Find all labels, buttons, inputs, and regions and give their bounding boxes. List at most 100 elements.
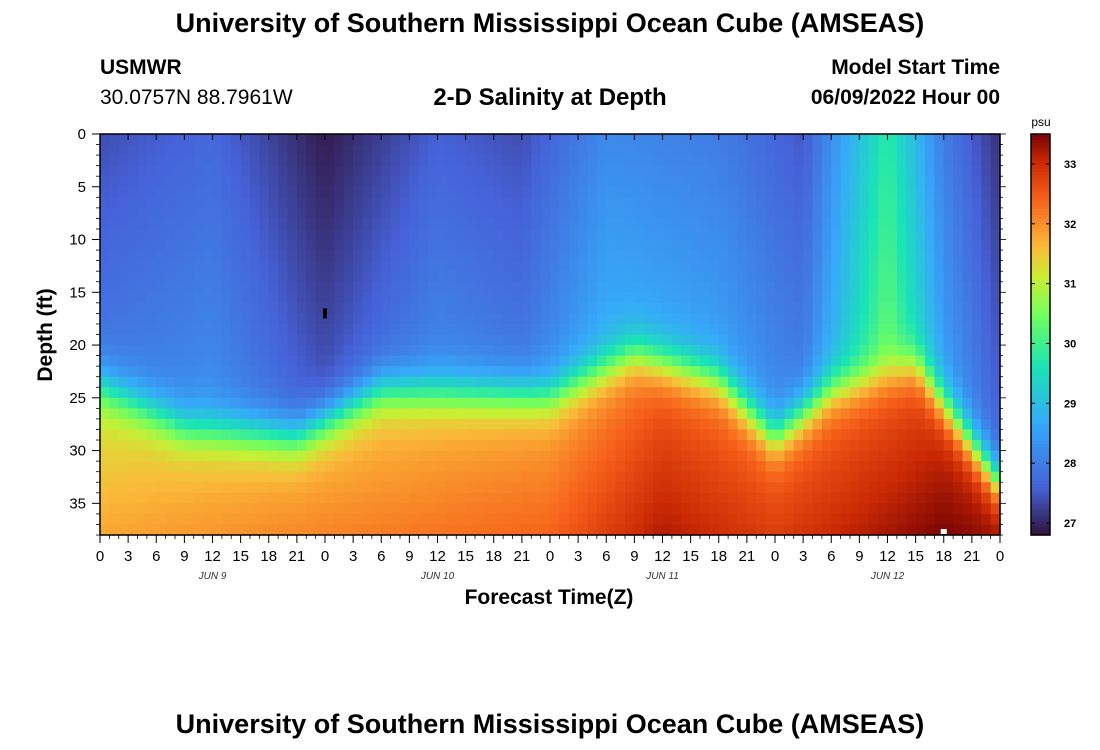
- heatmap-cell: [681, 250, 692, 262]
- heatmap-cell: [446, 271, 457, 283]
- heatmap-cell: [700, 471, 710, 483]
- heatmap-cell: [981, 450, 992, 462]
- heatmap-cell: [390, 281, 401, 293]
- heatmap-cell: [868, 503, 879, 515]
- x-tick-label: 6: [602, 548, 610, 565]
- heatmap-cell: [362, 155, 373, 167]
- heatmap-cell: [728, 271, 739, 283]
- heatmap-cell: [775, 524, 785, 536]
- colorbar-segment: [1031, 297, 1050, 301]
- colorbar-segment: [1031, 300, 1050, 304]
- heatmap-cell: [287, 292, 298, 304]
- heatmap-cell: [775, 387, 785, 399]
- heatmap-cell: [315, 429, 326, 441]
- heatmap-cell: [859, 239, 870, 251]
- heatmap-cell: [428, 155, 439, 167]
- heatmap-cell: [662, 355, 673, 367]
- heatmap-cell: [906, 197, 917, 209]
- heatmap-cell: [643, 250, 654, 262]
- heatmap-cell: [606, 239, 617, 251]
- heatmap-cell: [690, 313, 701, 325]
- heatmap-cell: [981, 292, 992, 304]
- heatmap-cell: [465, 461, 476, 473]
- heatmap-cell: [165, 155, 176, 167]
- heatmap-cell: [128, 239, 139, 251]
- colorbar-segment: [1031, 222, 1050, 227]
- heatmap-cell: [643, 408, 654, 420]
- heatmap-cell: [212, 524, 223, 536]
- heatmap-cell: [718, 450, 729, 462]
- heatmap-cell: [906, 281, 917, 293]
- heatmap-cell: [362, 503, 373, 515]
- heatmap-cell: [118, 228, 129, 241]
- heatmap-cell: [287, 250, 298, 262]
- colorbar-segment: [1031, 520, 1050, 525]
- colorbar-segment: [1031, 340, 1050, 344]
- heatmap-cell: [165, 397, 176, 409]
- heatmap-cell: [175, 323, 185, 336]
- heatmap-cell: [606, 334, 617, 346]
- heatmap-cell: [521, 260, 532, 272]
- heatmap-cell: [831, 218, 842, 230]
- heatmap-cell: [193, 323, 204, 336]
- heatmap-cell: [287, 176, 298, 188]
- heatmap-cell: [840, 408, 851, 420]
- heatmap-cell: [353, 207, 364, 220]
- heatmap-cell: [587, 397, 598, 409]
- heatmap-cell: [278, 334, 289, 346]
- heatmap-cell: [821, 397, 832, 409]
- heatmap-cell: [540, 397, 551, 409]
- heatmap-cell: [690, 387, 701, 399]
- heatmap-cell: [193, 155, 204, 167]
- heatmap-cell: [709, 492, 720, 504]
- heatmap-cell: [803, 524, 814, 536]
- heatmap-cell: [887, 323, 898, 336]
- heatmap-cell: [906, 429, 917, 441]
- heatmap-cell: [737, 239, 748, 251]
- heatmap-cell: [821, 302, 832, 314]
- heatmap-cell: [381, 461, 392, 473]
- heatmap-cell: [371, 292, 382, 304]
- heatmap-cell: [446, 345, 457, 357]
- heatmap-cell: [521, 355, 532, 367]
- heatmap-cell: [221, 323, 232, 336]
- heatmap-cell: [203, 387, 214, 399]
- heatmap-cell: [325, 313, 335, 325]
- heatmap-cell: [334, 471, 345, 483]
- heatmap-cell: [306, 376, 317, 388]
- heatmap-cell: [221, 503, 232, 515]
- heatmap-cell: [906, 513, 917, 526]
- heatmap-cell: [118, 408, 129, 420]
- heatmap-cell: [775, 271, 785, 283]
- heatmap-cell: [971, 387, 982, 399]
- heatmap-cell: [671, 239, 682, 251]
- heatmap-cell: [137, 440, 148, 452]
- heatmap-cell: [568, 239, 579, 251]
- heatmap-cell: [896, 260, 907, 272]
- heatmap-cell: [240, 186, 251, 198]
- heatmap-cell: [203, 165, 214, 177]
- heatmap-cell: [371, 144, 382, 156]
- heatmap-cell: [268, 313, 279, 325]
- heatmap-cell: [878, 207, 889, 220]
- heatmap-cell: [287, 387, 298, 399]
- heatmap-cell: [165, 461, 176, 473]
- heatmap-cell: [334, 186, 345, 198]
- heatmap-cell: [250, 355, 260, 367]
- heatmap-cell: [971, 450, 982, 462]
- heatmap-cell: [353, 397, 364, 409]
- heatmap-cell: [625, 492, 635, 504]
- heatmap-cell: [943, 345, 954, 357]
- heatmap-cell: [878, 228, 889, 241]
- heatmap-cell: [540, 450, 551, 462]
- heatmap-cell: [606, 440, 617, 452]
- heatmap-cell: [540, 313, 551, 325]
- heatmap-cell: [793, 366, 804, 378]
- heatmap-cell: [250, 408, 260, 420]
- heatmap-cell: [418, 524, 429, 536]
- heatmap-cell: [643, 387, 654, 399]
- heatmap-cell: [287, 186, 298, 198]
- heatmap-cell: [634, 281, 645, 293]
- heatmap-cell: [437, 165, 448, 177]
- heatmap-cell: [250, 302, 260, 314]
